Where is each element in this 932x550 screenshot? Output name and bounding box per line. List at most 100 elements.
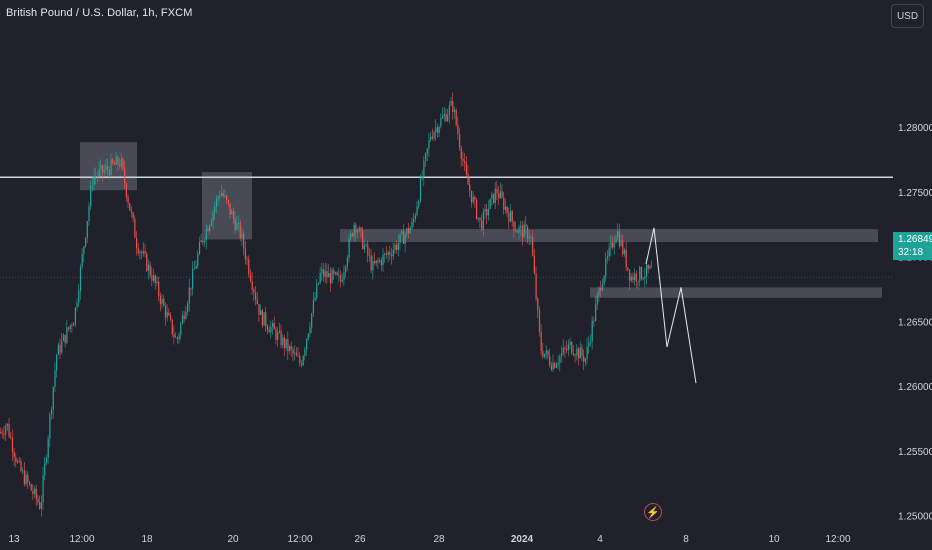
candle-body [110,159,112,175]
candle-body [567,344,569,351]
x-tick-label: 4 [597,534,603,545]
candle-body [414,215,416,219]
candle-body [353,224,355,237]
candle-body [18,461,20,462]
candle-body [501,191,503,198]
candle-body [639,267,641,282]
candle-body [282,337,284,346]
candle-body [210,221,212,226]
candle-body [428,139,430,149]
candle-body [576,348,578,356]
candle-body [306,339,308,350]
candle-body [141,251,143,254]
candle-body [443,113,445,117]
candle-body [345,266,347,273]
candle-body [595,304,597,321]
levels-layer [0,176,893,278]
candle-body [324,271,326,277]
candle-body [73,323,75,326]
candle-body [423,160,425,178]
candle-body [88,205,90,222]
candle-body [226,195,228,201]
candle-body [589,341,592,343]
candle-body [413,218,415,222]
candle-body [153,275,155,281]
candle-body [445,113,447,122]
candle-body [425,153,427,161]
candle-body [527,227,529,239]
candle-body [472,197,474,203]
candle-body [69,325,71,329]
candle-body [605,258,607,276]
candle-body [632,276,634,281]
candle-body [438,126,440,133]
candle-body [1,432,3,434]
candle-body [71,325,73,327]
candle-body [586,346,588,359]
candle-body [538,309,541,332]
candle-body [459,134,461,148]
candle-body [379,260,381,262]
candle-body [181,315,184,324]
candle-body [618,231,620,247]
zone-box [80,142,137,191]
zone-box [340,229,878,243]
candle-body [380,260,382,266]
candle-body [319,272,321,283]
candle-body [272,323,274,328]
candle-body [447,115,449,122]
candle-body [171,319,173,335]
candle-body [620,240,622,247]
candle-body [355,224,357,233]
candle-body [470,190,473,203]
candle-body [125,183,127,198]
candle-body [285,339,287,348]
candle-body [86,221,88,238]
candle-body [394,244,396,250]
bar-countdown-label: 32:18 [898,247,924,258]
candle-body [530,236,532,238]
candle-body [78,291,80,303]
candle-body [183,315,185,319]
candle-body [357,231,359,233]
candle-body [193,268,195,270]
candle-body [515,230,517,232]
candle-body [136,237,138,248]
candle-body [625,249,627,268]
candle-body [326,271,328,278]
candle-body [363,245,365,250]
candle-body [317,282,320,284]
candle-body [482,211,484,230]
candle-body [404,234,406,244]
candle-body [554,362,556,368]
candle-body [66,327,68,343]
candle-body [392,249,394,257]
candle-body [129,203,131,211]
candle-body [368,255,371,257]
candle-body [214,206,216,212]
candle-body [23,470,25,485]
candle-body [49,414,51,439]
candle-body [45,457,48,463]
candle-body [540,331,542,352]
candle-body [494,188,496,203]
candle-body [287,339,289,352]
candle-body [124,168,126,184]
candle-body [146,253,148,271]
candle-body [409,228,411,234]
flash-icon[interactable]: ⚡ [644,503,662,521]
x-tick-label: 12:00 [287,534,312,545]
candle-body [489,198,491,210]
candle-body [147,264,150,271]
candle-body [433,132,435,139]
candle-body [302,356,304,366]
candle-body [612,241,614,248]
candle-body [119,164,121,167]
candle-body [591,320,593,342]
candle-body [15,457,17,463]
currency-button[interactable]: USD [891,4,924,28]
x-tick-label: 8 [683,534,689,545]
candle-body [557,363,559,365]
x-tick-label: 18 [141,534,153,545]
